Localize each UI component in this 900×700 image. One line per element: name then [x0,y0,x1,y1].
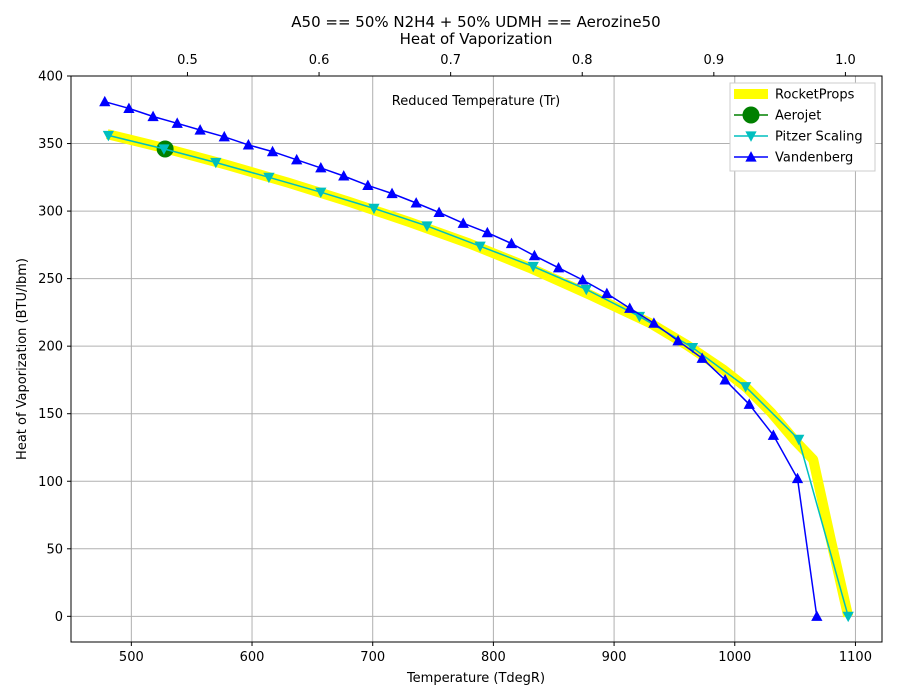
y-tick-label: 100 [38,475,63,490]
x-tick-label: 500 [119,650,144,665]
data-point-pitzer-scaling [527,261,539,273]
x2-tick-label: 0.5 [177,53,198,68]
data-point-pitzer-scaling [315,187,327,199]
data-point-pitzer-scaling [368,203,380,215]
data-point-vandenberg [194,124,206,135]
data-point-vandenberg [266,145,279,157]
legend-marker [745,131,757,142]
data-point-pitzer-scaling [421,221,433,232]
plot-frame [70,75,883,643]
data-point-pitzer-scaling [474,241,486,253]
grid [71,75,882,642]
x-tick-label: 1100 [839,650,872,665]
x2-tick-label: 0.6 [309,53,330,68]
legend-item-pitzer-scaling: Pitzer Scaling [734,130,863,145]
x2-tick-label: 0.8 [572,53,593,68]
data-point-pitzer-scaling [686,342,699,354]
x-tick-label: 800 [481,650,506,665]
y-tick-label: 200 [38,340,63,355]
x-tick-label: 700 [360,650,385,665]
data-point-vandenberg [433,206,445,218]
data-point-vandenberg [648,317,660,328]
chart-subtitle: Heat of Vaporization [400,30,553,48]
data-point-pitzer-scaling [793,434,805,446]
series-pitzer-scaling [102,130,854,623]
data-point-vandenberg [624,302,636,313]
data-point-vandenberg [410,197,422,208]
legend-item-rocketprops: RocketProps [734,88,855,103]
legend-item-aerojet: Aerojet [734,106,821,124]
data-point-vandenberg [218,130,230,142]
x-tick-label: 1000 [718,650,751,665]
y-tick-label: 50 [46,542,63,557]
data-point-pitzer-scaling [210,157,222,169]
x2-tick-label: 1.0 [835,53,856,68]
data-point-vandenberg [672,334,684,346]
x-axis-label: Temperature (TdegR) [406,671,545,686]
legend-label: RocketProps [775,88,855,103]
data-point-vandenberg [171,117,183,128]
data-point-vandenberg [767,429,780,440]
legend-label: Vandenberg [775,151,853,166]
data-point-pitzer-scaling [739,382,752,393]
data-point-vandenberg [528,249,541,261]
data-point-vandenberg [696,352,708,363]
data-point-pitzer-scaling [580,284,592,296]
series-vandenberg [99,95,823,621]
x-tick-label: 900 [602,650,627,665]
data-point-vandenberg [811,610,823,621]
legend: RocketProps Aerojet Pitzer Scaling Vandenbe… [729,82,876,172]
data-point-vandenberg [291,153,303,165]
x2-tick-label: 0.9 [703,53,724,68]
y-tick-label: 0 [55,610,63,625]
data-point-pitzer-scaling [633,311,646,323]
data-point-vandenberg [147,110,159,122]
data-point-pitzer-scaling [263,172,275,184]
data-point-vandenberg [577,274,589,285]
data-point-vandenberg [601,287,613,299]
data-point-vandenberg [362,179,374,190]
data-point-vandenberg [123,102,135,114]
y-tick-label: 300 [38,205,63,220]
y-tick-label: 400 [38,70,63,85]
series-layer [99,95,854,623]
data-point-pitzer-scaling [102,130,115,142]
data-point-vandenberg [338,170,350,181]
y-tick-label: 350 [38,137,63,152]
data-point-vandenberg [315,162,327,173]
data-point-vandenberg [457,217,469,228]
x2-axis-label: Reduced Temperature (Tr) [392,94,560,109]
data-point-vandenberg [505,237,518,249]
legend-item-vandenberg: Vandenberg [734,151,853,166]
legend-label: Pitzer Scaling [775,130,863,145]
legend-label: Aerojet [775,109,821,124]
data-point-vandenberg [552,261,565,273]
data-point-pitzer-scaling [158,144,170,155]
data-point-vandenberg [99,95,111,107]
legend-marker [745,151,757,162]
chart-title: A50 == 50% N2H4 + 50% UDMH == Aerozine50 [291,13,660,31]
data-point-vandenberg [791,472,804,484]
data-point-vandenberg [242,139,255,150]
data-point-vandenberg [743,398,755,409]
y-tick-label: 150 [38,407,63,422]
y-axis-label: Heat of Vaporization (BTU/lbm) [15,258,30,460]
data-point-vandenberg [719,374,731,385]
data-point-vandenberg [386,187,398,199]
data-point-vandenberg [481,226,494,238]
legend-marker [742,106,760,124]
data-point-pitzer-scaling [842,611,854,623]
y-tick-label: 250 [38,272,63,287]
axes: 500 600 700 800 900 1000 1100 0 50 100 150 200 250 30… [38,53,872,665]
x-tick-label: 600 [240,650,265,665]
x2-tick-label: 0.7 [440,53,461,68]
